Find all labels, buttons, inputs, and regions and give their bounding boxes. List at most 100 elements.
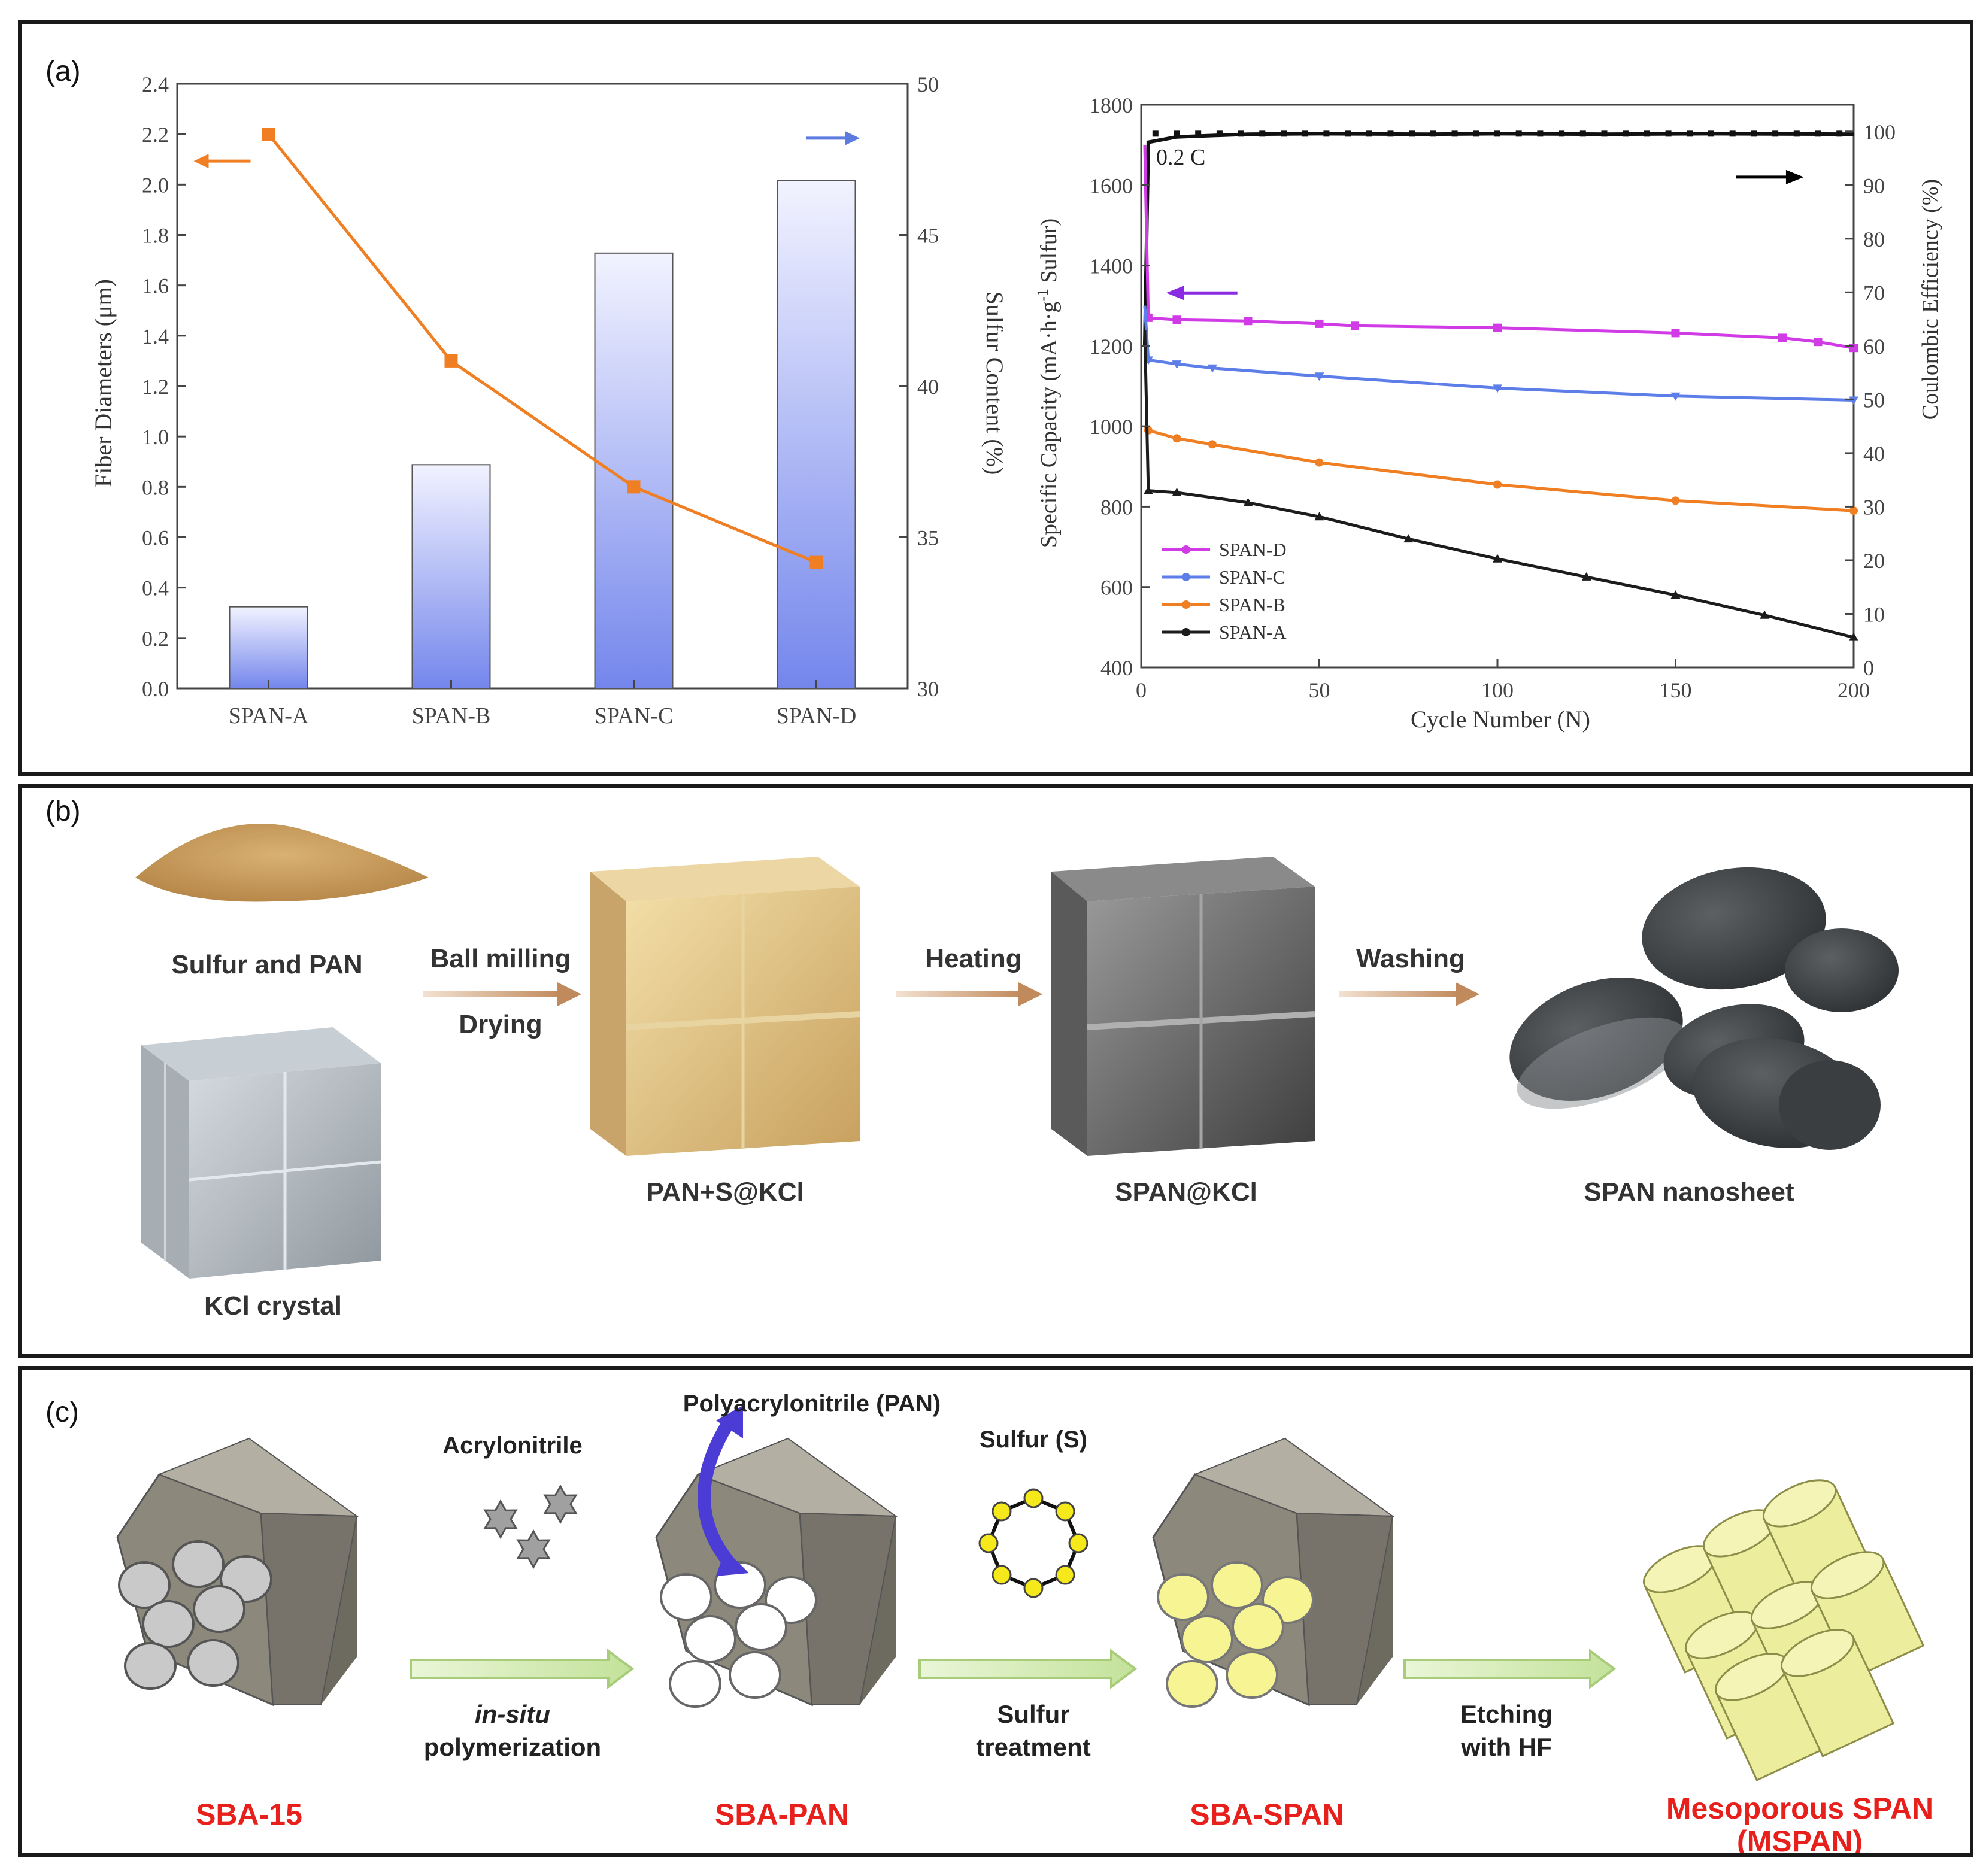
capacity-point xyxy=(1671,329,1680,338)
efficiency-marker xyxy=(1644,130,1650,137)
capacity-point xyxy=(1493,554,1502,563)
chart1-ytick-label: 0.4 xyxy=(142,576,169,600)
chart1-ylabel: Fiber Diameters (μm) xyxy=(90,279,117,487)
chart2-ytick-right-label: 100 xyxy=(1863,120,1896,144)
acrylonitrile-molecule xyxy=(543,1484,578,1525)
left-axis-arrowhead xyxy=(193,154,209,169)
sulfur-treatment-label-1: Sulfur xyxy=(997,1700,1069,1728)
chart1-xtick-label: SPAN-D xyxy=(777,703,857,728)
efficiency-marker xyxy=(1537,130,1544,137)
mspan-rod-end xyxy=(1810,1551,1885,1599)
pan-infiltration-arrow xyxy=(698,1406,749,1576)
coulombic-efficiency-line xyxy=(1142,132,1854,346)
chart2-ylabel-right: Coulombic Efficiency (%) xyxy=(1918,179,1943,420)
chart2-ytick-label: 1600 xyxy=(1090,174,1133,198)
efficiency-marker xyxy=(1708,130,1714,137)
polymerization-arrow xyxy=(410,1649,635,1689)
legend-marker xyxy=(1182,600,1190,609)
efficiency-marker xyxy=(1152,130,1159,137)
chart1-xtick-label: SPAN-C xyxy=(595,703,674,728)
pore xyxy=(124,1642,177,1690)
mspan-rods-image xyxy=(1642,1479,1925,1781)
sulfur-treatment-label-2: treatment xyxy=(976,1733,1090,1761)
capacity-point xyxy=(1351,321,1359,330)
capacity-axis-arrowhead xyxy=(1166,286,1184,300)
sulfur-pan-label: Sulfur and PAN xyxy=(171,950,362,979)
chart2-ytick-right-label: 70 xyxy=(1863,281,1885,305)
capacity-point xyxy=(1849,632,1858,641)
capacity-point xyxy=(1671,496,1680,505)
chart1-ytick-label: 1.8 xyxy=(142,224,169,248)
chart1-ytick-right-label: 30 xyxy=(917,677,939,701)
chart1-ytick-right-label: 35 xyxy=(917,526,939,550)
chart2-ytick-label: 1800 xyxy=(1090,93,1133,117)
synthesis-scheme-c: SBA-15 Acrylonitrile in-situ polymerizat… xyxy=(116,1391,1933,1853)
chart2-ytick-label: 800 xyxy=(1100,495,1133,519)
efficiency-marker xyxy=(1366,130,1372,137)
span-nanosheet-image xyxy=(1509,867,1899,1150)
capacity-point xyxy=(1172,487,1182,496)
washing-arrow xyxy=(1339,982,1479,1006)
synthesis-scheme-b: Sulfur and PAN KCl crystal Ball milling … xyxy=(135,824,1899,1321)
chart1-ytick-label: 2.4 xyxy=(142,72,169,96)
chart2-ytick-right-label: 60 xyxy=(1863,335,1885,359)
efficiency-marker xyxy=(1409,130,1415,137)
chart2-ytick-right-label: 0 xyxy=(1863,656,1874,680)
capacity-point xyxy=(1208,364,1217,373)
efficiency-axis-arrowhead xyxy=(1785,169,1804,184)
fiber-diameter-point xyxy=(444,354,458,368)
chart2-ytick-label: 1200 xyxy=(1090,335,1133,359)
capacity-point xyxy=(1849,344,1858,353)
chart2-ytick-label: 1000 xyxy=(1090,415,1133,439)
ball-milling-arrow xyxy=(423,982,581,1006)
efficiency-marker xyxy=(1174,130,1180,137)
chart2-ytick-label: 1400 xyxy=(1090,254,1133,278)
kcl-crystal-image xyxy=(141,1027,381,1279)
sulfur-atom xyxy=(978,1533,999,1553)
pore xyxy=(684,1615,736,1663)
fiber-diameter-point xyxy=(627,480,641,494)
efficiency-marker xyxy=(1601,130,1608,137)
capacity-point xyxy=(1670,392,1681,401)
chart1-xtick-label: SPAN-A xyxy=(229,703,309,728)
ball-milling-label: Ball milling xyxy=(430,944,571,973)
pore xyxy=(735,1603,787,1651)
capacity-point xyxy=(1314,372,1324,381)
sulfur-pan-powder-image xyxy=(135,824,429,902)
mspan-rod-end xyxy=(1780,1629,1855,1677)
capacity-point xyxy=(1849,506,1858,515)
pore xyxy=(1226,1651,1278,1699)
capacity-line-span-b xyxy=(1144,425,1854,512)
chart2-ytick-right-label: 40 xyxy=(1863,442,1885,466)
chart1-ytick-right-label: 50 xyxy=(917,72,939,96)
legend-label: SPAN-D xyxy=(1219,539,1287,560)
legend-marker xyxy=(1182,545,1190,554)
chart2-xtick-label: 0 xyxy=(1136,678,1147,702)
pore xyxy=(729,1651,781,1699)
sba-pan-label: SBA-PAN xyxy=(715,1798,849,1831)
efficiency-marker xyxy=(1515,130,1522,137)
chart2-ytick-label: 400 xyxy=(1100,656,1133,680)
chart2-ytick-right-label: 20 xyxy=(1863,549,1885,573)
capacity-point xyxy=(1244,317,1253,326)
span-nanosheet-label: SPAN nanosheet xyxy=(1584,1177,1794,1207)
sba-span-label: SBA-SPAN xyxy=(1190,1798,1344,1831)
acrylonitrile-molecule xyxy=(516,1529,551,1570)
sulfur-atom xyxy=(1023,1578,1044,1598)
fiber-diameter-point xyxy=(262,128,275,141)
chart2-xtick-label: 200 xyxy=(1838,678,1870,702)
chart1-ytick-label: 2.0 xyxy=(142,173,169,197)
capacity-point xyxy=(1172,434,1181,443)
capacity-point xyxy=(1670,590,1681,599)
mspan-label-2: (MSPAN) xyxy=(1737,1825,1863,1853)
efficiency-marker xyxy=(1195,130,1202,137)
fiber-diameter-line xyxy=(267,133,817,564)
pore xyxy=(1157,1573,1209,1621)
chart1-ytick-label: 0.0 xyxy=(142,677,169,701)
capacity-point xyxy=(1315,319,1324,328)
chart2-xlabel: Cycle Number (N) xyxy=(1411,706,1590,733)
chart1-ytick-right-label: 45 xyxy=(917,224,939,248)
efficiency-marker xyxy=(1323,130,1330,137)
panel-b-label: (b) xyxy=(46,796,81,827)
sulfur-atom xyxy=(1055,1501,1075,1522)
